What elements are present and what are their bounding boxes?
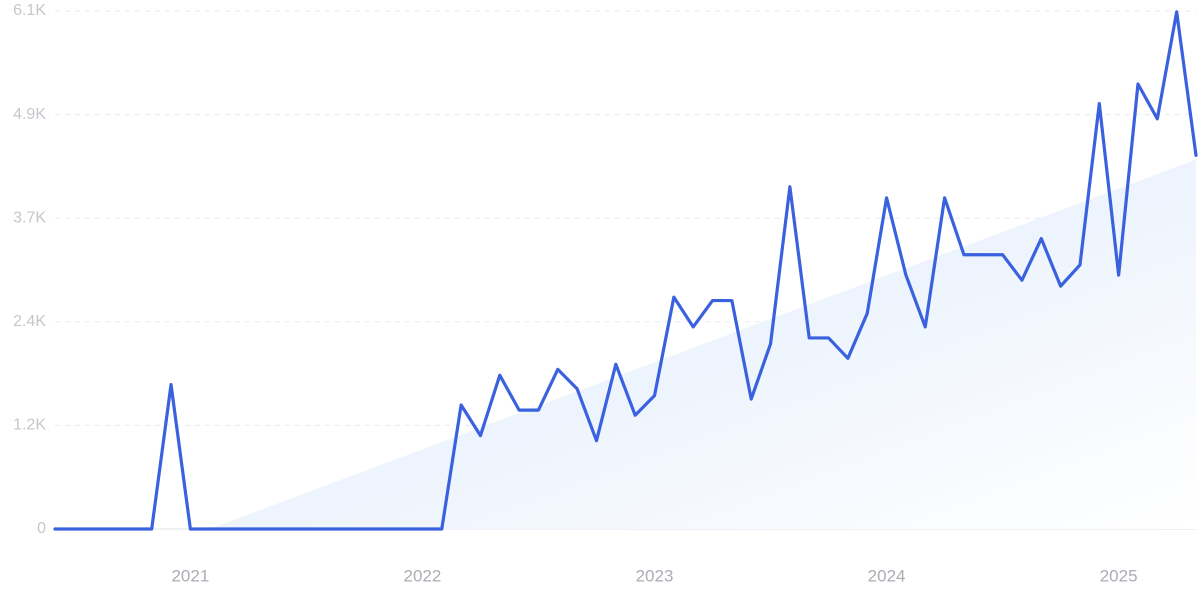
x-tick-label: 2023 [636,566,674,585]
x-tick-label: 2022 [404,566,442,585]
y-tick-label: 4.9K [13,106,46,123]
line-series [53,10,1198,531]
trend-area [209,159,1197,529]
x-tick-label: 2024 [868,566,906,585]
x-tick-label: 2021 [171,566,209,585]
x-tick-label: 2025 [1100,566,1138,585]
y-tick-label: 0 [37,520,46,537]
y-tick-label: 1.2K [13,417,46,434]
y-tick-label: 2.4K [13,313,46,330]
y-tick-label: 6.1K [13,2,46,19]
y-tick-label: 3.7K [13,209,46,226]
